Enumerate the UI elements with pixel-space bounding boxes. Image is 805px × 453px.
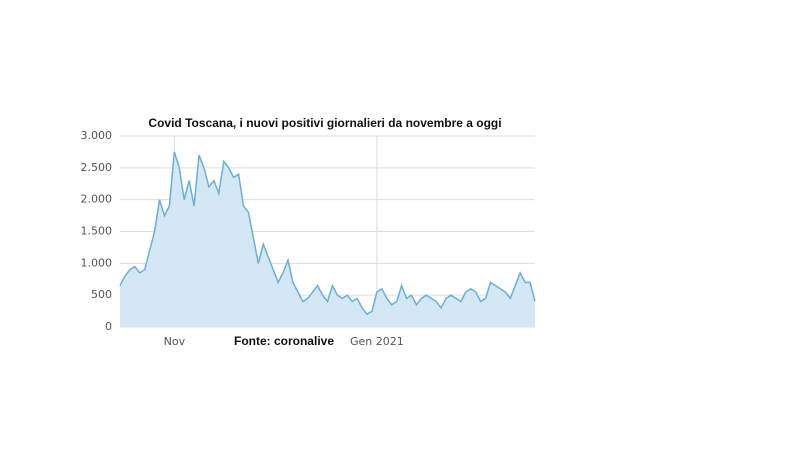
line <box>119 151 536 316</box>
x-tick-label: Gen 2021 <box>350 335 404 348</box>
y-tick-label: 1.000 <box>81 256 113 269</box>
y-tick-label: 3.000 <box>81 129 113 142</box>
y-tick-label: 1.500 <box>81 225 113 238</box>
annotation: Fonte: coronalive <box>234 334 334 348</box>
y-tick-label: 2.000 <box>81 193 113 206</box>
x-tick-label: Nov <box>164 335 186 348</box>
y-tick-label: 0 <box>105 320 112 333</box>
y-tick-label: 500 <box>91 288 112 301</box>
chart-title: Covid Toscana, i nuovi positivi giornali… <box>148 116 501 130</box>
y-tick-label: 2.500 <box>81 161 113 174</box>
area <box>120 151 535 327</box>
